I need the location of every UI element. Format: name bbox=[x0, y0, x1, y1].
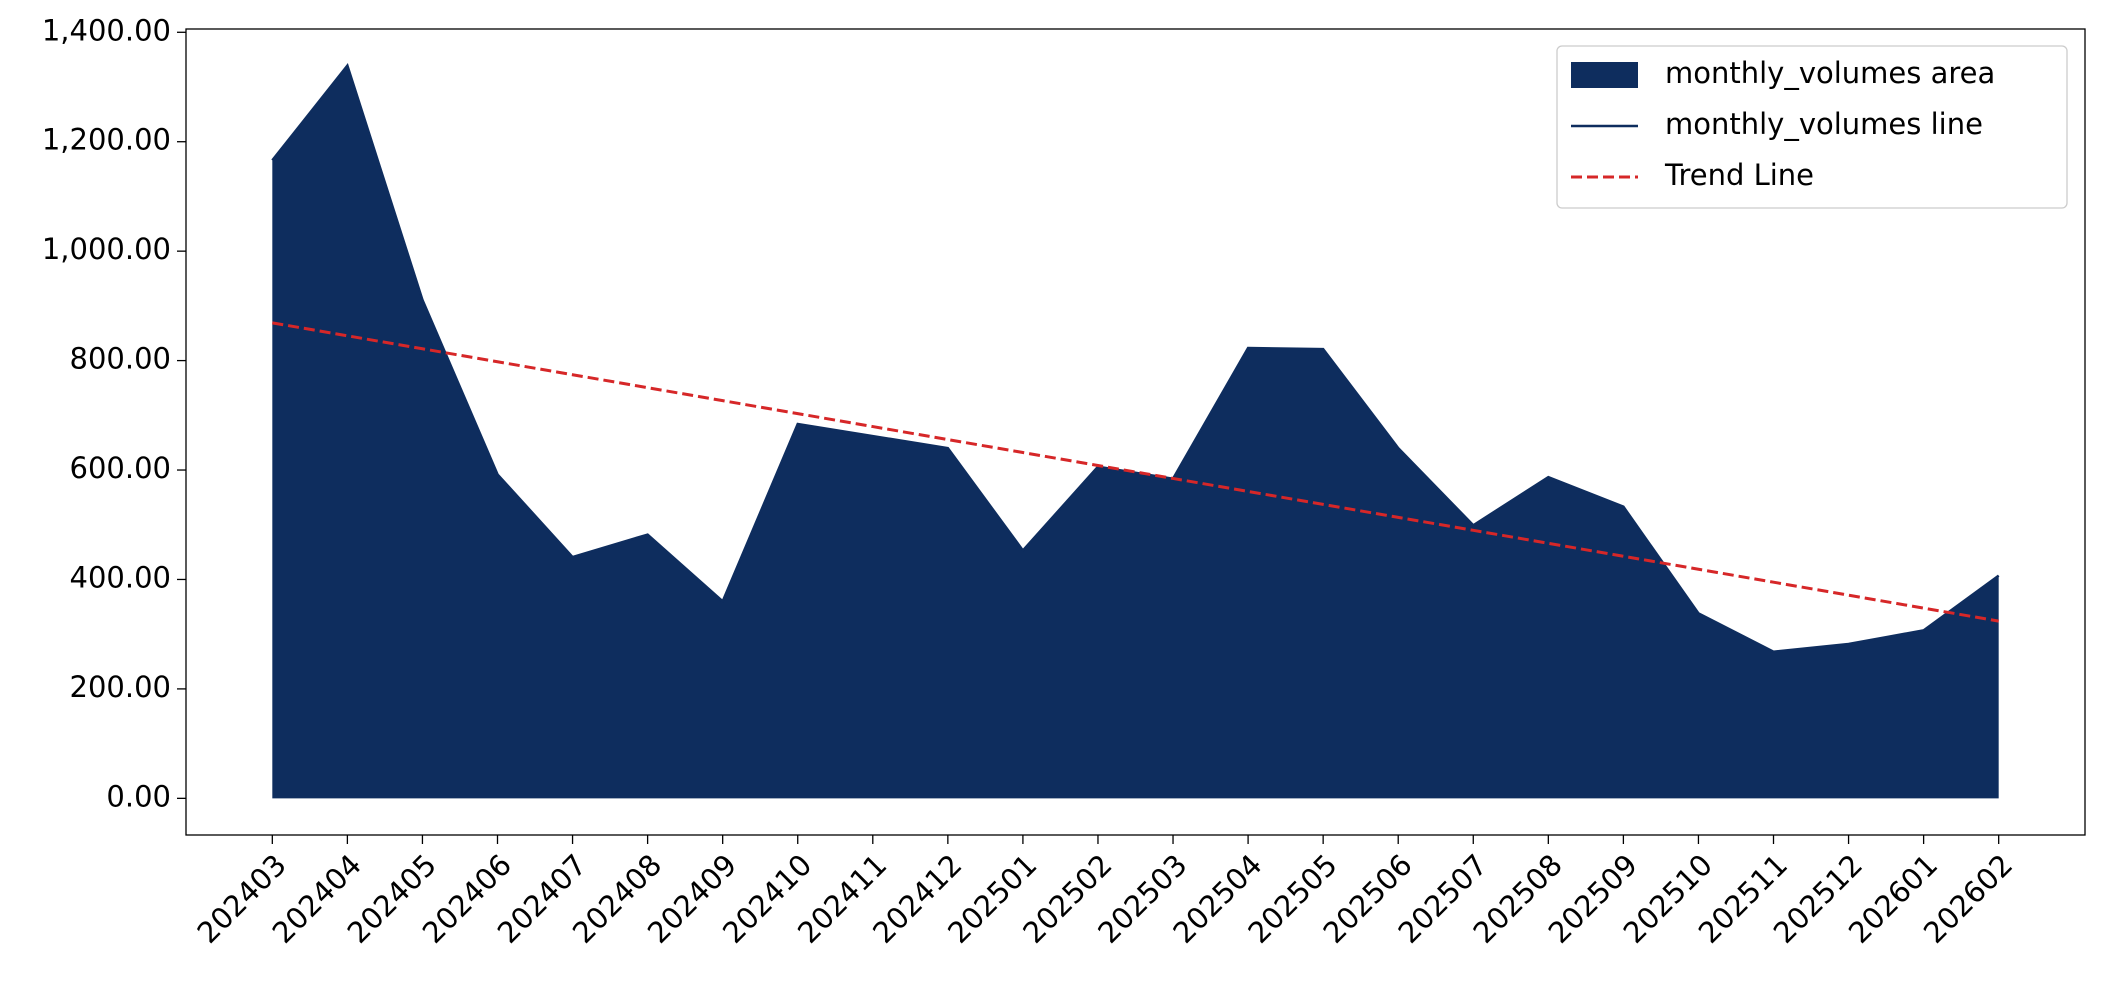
trend-line bbox=[272, 321, 1999, 623]
legend-label: monthly_volumes line bbox=[1665, 107, 1983, 141]
y-tick-label: 200.00 bbox=[70, 670, 171, 704]
legend-label: Trend Line bbox=[1664, 158, 1814, 192]
plot-frame bbox=[185, 28, 2086, 836]
legend-swatch bbox=[1571, 62, 1638, 88]
y-tick-label: 400.00 bbox=[70, 560, 171, 594]
line bbox=[271, 63, 2000, 653]
y-tick-label: 1,400.00 bbox=[42, 13, 171, 47]
y-tick-label: 800.00 bbox=[70, 342, 171, 376]
legend-box bbox=[1556, 45, 2068, 209]
legend-label: monthly_volumes area bbox=[1665, 56, 1995, 90]
area bbox=[272, 65, 1999, 799]
y-tick-label: 600.00 bbox=[70, 451, 171, 485]
y-tick-label: 0.00 bbox=[106, 779, 171, 813]
y-tick-label: 1,200.00 bbox=[42, 123, 171, 157]
y-tick-label: 1,000.00 bbox=[42, 232, 171, 266]
